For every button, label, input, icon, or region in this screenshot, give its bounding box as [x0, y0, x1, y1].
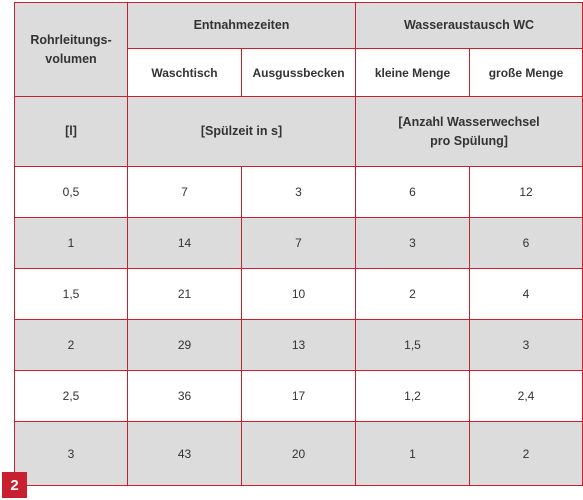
cell-kleine-menge: 2	[355, 268, 471, 320]
cell-grosse-menge: 3	[469, 319, 583, 371]
table-row: 3 43 20 1 2	[14, 421, 583, 486]
cell-ausgussbecken: 13	[240, 319, 357, 371]
table-row: 2 29 13 1,5 3	[14, 319, 583, 371]
cell-volumen: 1	[14, 217, 128, 269]
cell-ausgussbecken: 10	[240, 268, 357, 320]
cell-kleine-menge: 6	[355, 166, 471, 218]
header-entnahmezeiten: Entnahmezeiten	[126, 2, 357, 49]
cell-waschtisch: 36	[127, 370, 242, 422]
table-row: 1,5 21 10 2 4	[14, 268, 583, 320]
header-wasseraustausch-wc: Wasseraustausch WC	[355, 2, 583, 49]
data-table: Rohrleitungs-volumen Entnahmezeiten Wass…	[14, 2, 583, 486]
cell-volumen: 2,5	[14, 370, 128, 422]
cell-kleine-menge: 1	[355, 421, 471, 486]
cell-volumen: 0,5	[14, 166, 128, 218]
header-waschtisch: Waschtisch	[127, 48, 242, 97]
table-row: 0,5 7 3 6 12	[14, 166, 583, 218]
unit-liter: [l]	[14, 96, 128, 167]
cell-grosse-menge: 2	[469, 421, 583, 486]
cell-ausgussbecken: 7	[240, 217, 357, 269]
cell-grosse-menge: 2,4	[469, 370, 583, 422]
cell-volumen: 1,5	[14, 268, 128, 320]
cell-volumen: 3	[14, 421, 128, 486]
cell-grosse-menge: 6	[469, 217, 583, 269]
cell-grosse-menge: 4	[469, 268, 583, 320]
cell-ausgussbecken: 3	[240, 166, 357, 218]
header-rohrleitungsvolumen: Rohrleitungs-volumen	[14, 2, 128, 97]
header-ausgussbecken: Ausgussbecken	[240, 48, 357, 97]
cell-kleine-menge: 1,2	[355, 370, 471, 422]
cell-grosse-menge: 12	[469, 166, 583, 218]
cell-waschtisch: 29	[127, 319, 242, 371]
cell-waschtisch: 7	[127, 166, 242, 218]
figure-number-badge: 2	[2, 472, 27, 498]
unit-spuelzeit: [Spülzeit in s]	[126, 96, 357, 167]
cell-ausgussbecken: 20	[240, 421, 357, 486]
header-grosse-menge: große Menge	[469, 48, 583, 97]
header-kleine-menge: kleine Menge	[355, 48, 471, 97]
table-row: 1 14 7 3 6	[14, 217, 583, 269]
cell-waschtisch: 14	[127, 217, 242, 269]
cell-waschtisch: 43	[127, 421, 242, 486]
cell-ausgussbecken: 17	[240, 370, 357, 422]
cell-waschtisch: 21	[127, 268, 242, 320]
cell-kleine-menge: 1,5	[355, 319, 471, 371]
unit-wasserwechsel: [Anzahl Wasserwechsel pro Spülung]	[355, 96, 583, 167]
table-row: 2,5 36 17 1,2 2,4	[14, 370, 583, 422]
cell-volumen: 2	[14, 319, 128, 371]
cell-kleine-menge: 3	[355, 217, 471, 269]
